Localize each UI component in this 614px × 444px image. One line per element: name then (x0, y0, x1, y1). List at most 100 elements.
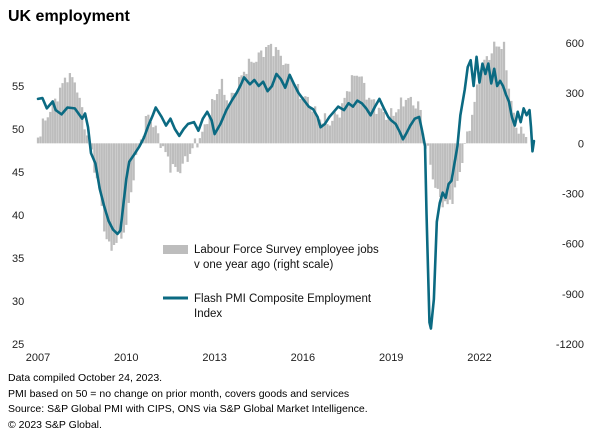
lfs-bar (103, 143, 106, 232)
lfs-bar (399, 97, 403, 144)
lfs-bar (235, 92, 238, 144)
left-tick-label: 50 (12, 124, 24, 136)
lfs-bar (242, 71, 246, 144)
lfs-bar (412, 105, 415, 144)
lfs-bar (58, 87, 62, 144)
x-tick-label: 2019 (379, 352, 403, 364)
lfs-bar (294, 87, 297, 144)
x-tick-label: 2022 (467, 352, 491, 364)
lfs-bar (154, 125, 157, 144)
lfs-bar (149, 122, 152, 144)
lfs-bar (277, 49, 280, 144)
lfs-bar (186, 143, 189, 162)
lfs-bar (522, 133, 525, 144)
lfs-bar (179, 143, 182, 174)
lfs-bar (456, 143, 459, 181)
lfs-bar (490, 53, 493, 144)
lfs-bar (380, 108, 383, 144)
lfs-bar (431, 143, 435, 180)
lfs-bar (262, 56, 265, 144)
lfs-bar (394, 112, 398, 144)
lfs-bar (110, 143, 113, 251)
lfs-bar (458, 143, 461, 173)
lfs-bar (169, 143, 172, 173)
lfs-bar (201, 131, 204, 144)
lfs-bar (309, 107, 312, 144)
lfs-bar (321, 123, 324, 144)
lfs-bar (269, 43, 273, 144)
lfs-bar (314, 106, 317, 144)
lfs-bar (343, 97, 346, 144)
lfs-bar (191, 143, 194, 149)
legend-label-pmi-line2: Index (194, 308, 222, 320)
footer-copyright: © 2023 S&P Global. (8, 418, 102, 431)
lfs-bar (287, 63, 290, 144)
lfs-bar (291, 82, 295, 144)
lfs-bar (115, 143, 118, 243)
lfs-bar (318, 119, 322, 144)
left-tick-label: 30 (12, 296, 24, 308)
lfs-bar (505, 70, 508, 144)
left-tick-label: 25 (12, 339, 24, 351)
lfs-bar (350, 75, 354, 144)
legend-label-pmi-line1: Flash PMI Composite Employment (194, 293, 372, 305)
lfs-bar (238, 76, 241, 144)
left-tick-label: 45 (12, 167, 24, 179)
lfs-bar (245, 73, 248, 144)
lfs-bar (203, 124, 206, 144)
lfs-bar (348, 91, 351, 144)
lfs-bar (402, 106, 405, 144)
lfs-bar (44, 120, 47, 144)
lfs-bar (485, 56, 488, 144)
lfs-bar (461, 143, 464, 163)
lfs-bar (230, 92, 233, 144)
x-axis-ticks: 2007 2010 2013 2016 2019 2022 (26, 352, 492, 364)
lfs-bar (56, 101, 59, 144)
lfs-bar (83, 129, 86, 144)
lfs-bar (98, 143, 101, 189)
lfs-bar (117, 143, 121, 231)
lfs-bar (353, 75, 356, 144)
right-tick-label: 600 (566, 38, 584, 50)
lfs-bar (51, 100, 54, 144)
lfs-bar (257, 52, 260, 144)
lfs-bar (289, 79, 292, 144)
lfs-bar (463, 143, 466, 144)
legend-swatch-lfs (163, 245, 188, 254)
lfs-bar (188, 143, 192, 154)
lfs-bar (152, 127, 155, 144)
lfs-bar (377, 107, 381, 144)
lfs-bar (166, 143, 170, 157)
right-axis-ticks: -1200 -900 -600 -300 0 300 600 (556, 38, 584, 351)
lfs-bar (181, 143, 184, 164)
lfs-bar (495, 46, 498, 144)
lfs-bar (41, 118, 45, 144)
lfs-bar (409, 96, 412, 144)
lfs-bar (434, 143, 437, 188)
lfs-bar (367, 97, 371, 144)
lfs-bar (429, 143, 432, 165)
lfs-bar (247, 58, 251, 144)
lfs-bar (171, 143, 175, 165)
lfs-bar (78, 97, 81, 144)
lfs-bar (510, 100, 513, 144)
lfs-bar (73, 82, 76, 144)
lfs-bar (365, 99, 368, 144)
lfs-bar (130, 143, 133, 193)
lfs-bar (90, 143, 94, 150)
lfs-bar (387, 116, 390, 144)
lfs-bar (385, 119, 388, 144)
lfs-bar (215, 94, 219, 144)
footer-notes: Data compiled October 24, 2023. PMI base… (8, 371, 368, 433)
footer-pmi-note: PMI based on 50 = no change on prior mon… (8, 387, 350, 400)
lfs-bar (122, 143, 125, 233)
lfs-bar (198, 138, 202, 144)
lfs-bar (279, 55, 282, 144)
lfs-bar (345, 91, 349, 144)
lfs-bar (157, 133, 160, 144)
lfs-bar (161, 143, 165, 147)
lfs-bar (471, 114, 474, 144)
lfs-bar (267, 45, 270, 144)
x-tick-label: 2016 (291, 352, 315, 364)
